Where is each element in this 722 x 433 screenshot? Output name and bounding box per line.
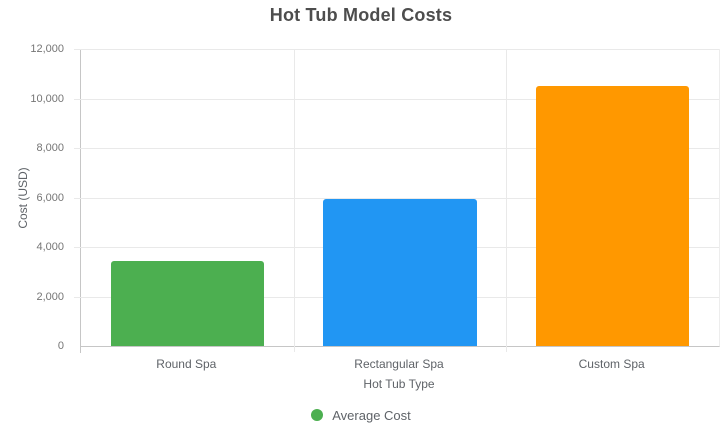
- gridline-y-10000: [74, 98, 719, 100]
- bar-round-spa[interactable]: [110, 260, 264, 346]
- y-tick-label: 0: [57, 340, 64, 352]
- gridline-x-2: [506, 49, 508, 352]
- bar-custom-spa[interactable]: [536, 86, 690, 346]
- y-tick-label: 12,000: [30, 43, 64, 55]
- gridline-x-1: [293, 49, 295, 352]
- gridline-y-12000: [74, 49, 719, 50]
- y-tick-label: 8,000: [36, 142, 64, 154]
- x-axis-category-labels: Round Spa Rectangular Spa Custom Spa: [80, 356, 718, 372]
- legend-item-average-cost[interactable]: Average Cost: [0, 404, 722, 426]
- gridline-y-8000: [74, 148, 719, 149]
- chart-title: Hot Tub Model Costs: [269, 5, 453, 25]
- x-tick-label: Round Spa: [156, 357, 217, 371]
- legend-swatch-icon: [311, 409, 324, 421]
- x-axis-title: Hot Tub Type: [363, 377, 435, 391]
- y-axis-tick-labels: 0 2,000 4,000 6,000 8,000 10,000 12,000: [0, 43, 64, 352]
- x-tick-label: Custom Spa: [578, 357, 645, 371]
- plot-area: [74, 49, 720, 353]
- gridline-y-6000: [74, 197, 719, 199]
- y-tick-label: 4,000: [36, 241, 64, 253]
- bar-rectangular-spa[interactable]: [323, 198, 477, 346]
- y-tick-label: 6,000: [36, 191, 64, 204]
- y-tick-label: 2,000: [36, 290, 64, 303]
- x-tick-label: Rectangular Spa: [354, 357, 444, 371]
- legend-label: Average Cost: [332, 407, 411, 423]
- y-tick-label: 10,000: [30, 92, 64, 105]
